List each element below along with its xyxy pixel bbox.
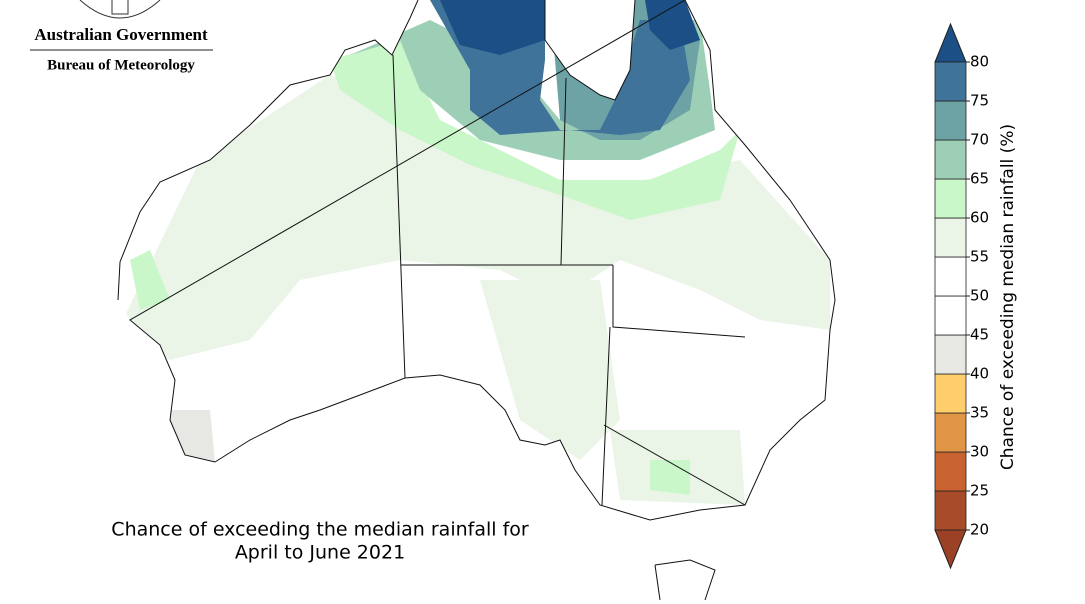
colorbar-segment (934, 451, 967, 492)
colorbar-segment (934, 295, 967, 336)
tick-label: 55 (970, 248, 989, 266)
map-title: Chance of exceeding the median rainfall … (111, 519, 529, 541)
map-title: April to June 2021 (235, 542, 405, 564)
tick-label: 40 (970, 365, 989, 383)
tick-label: 45 (970, 326, 989, 344)
tick-label: 25 (970, 482, 989, 500)
map (117, 0, 836, 601)
tick-label: 20 (970, 521, 989, 539)
tick-label: 35 (970, 404, 989, 422)
state-borders (392, 54, 746, 506)
tick-label: 75 (970, 92, 989, 110)
colorbar-segment (934, 334, 967, 375)
tick-label: 65 (970, 170, 989, 188)
colorbar: 20 25 30 35 40 45 50 55 60 65 70 75 80 (934, 22, 989, 570)
colorbar-segment (934, 217, 967, 258)
tick-label: 80 (970, 53, 989, 71)
colorbar-segment (934, 490, 967, 531)
colorbar-segment (934, 178, 967, 219)
tick-label: 30 (970, 443, 989, 461)
colorbar-segment (934, 61, 967, 102)
tick-label: 70 (970, 131, 989, 149)
colorbar-label: Chance of exceeding median rainfall (%) (998, 124, 1018, 470)
coat-of-arms (79, 0, 161, 19)
tick-label: 60 (970, 209, 989, 227)
agency-name: Australian Government (34, 25, 208, 44)
colorbar-under (934, 529, 967, 570)
tick-label: 50 (970, 287, 989, 305)
colorbar-segment (934, 373, 967, 414)
colorbar-segment (934, 256, 967, 297)
colorbar-segment (934, 139, 967, 180)
colorbar-segment (934, 412, 967, 453)
bureau-name: Bureau of Meteorology (47, 57, 195, 73)
colorbar-over (934, 22, 967, 63)
colorbar-segment (934, 100, 967, 141)
rainfall-shading (118, 0, 830, 505)
